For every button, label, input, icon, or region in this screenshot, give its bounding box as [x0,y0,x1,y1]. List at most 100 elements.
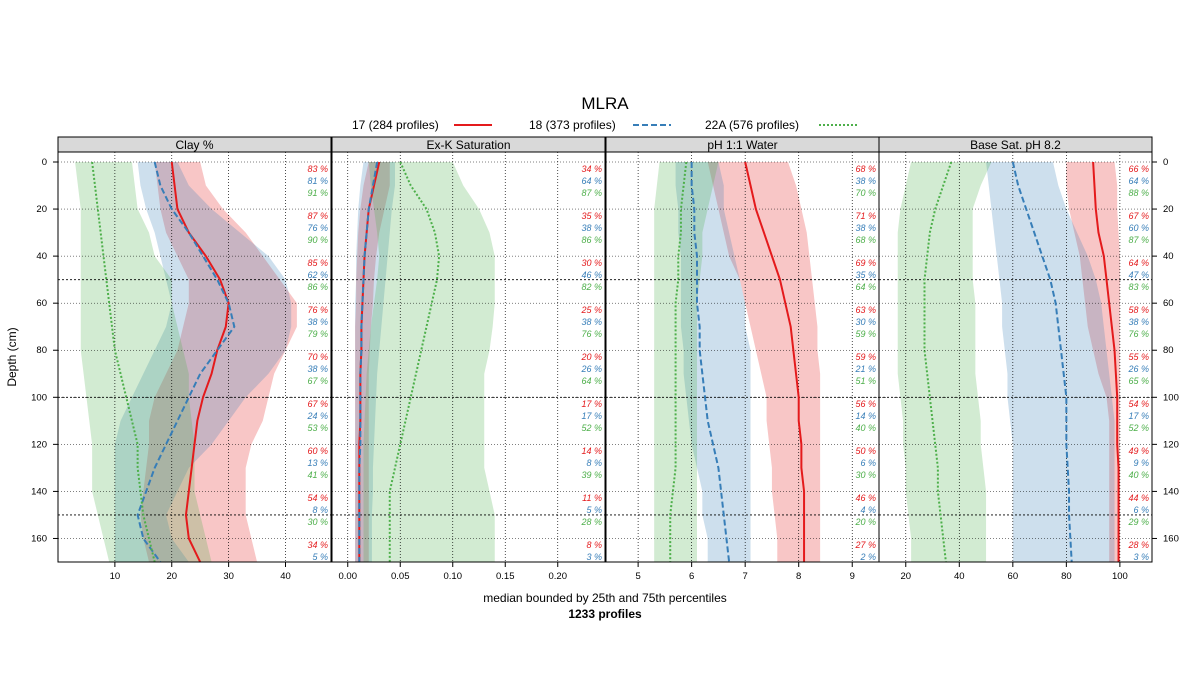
panel-title: Ex-K Saturation [426,138,510,152]
pct-label-17: 70 % [307,352,328,362]
y-tick-label-left: 60 [36,298,47,309]
pct-label-18: 35 % [855,270,876,280]
pct-label-17: 58 % [1128,305,1149,315]
legend-label-17: 17 (284 profiles) [352,118,439,132]
iqr-band-22A [363,162,495,562]
pct-label-17: 55 % [1128,352,1149,362]
iqr-band-17 [1066,162,1120,562]
y-tick-label-right: 60 [1163,298,1174,309]
legend-label-22A: 22A (576 profiles) [705,118,799,132]
panel-frame [878,151,1153,563]
pct-label-22A: 28 % [580,517,602,527]
pct-label-18: 64 % [581,176,602,186]
pct-label-22A: 59 % [855,329,876,339]
pct-label-18: 47 % [1128,270,1149,280]
iqr-band-22A [75,162,212,562]
pct-label-22A: 41 % [307,470,328,480]
pct-label-22A: 90 % [307,235,328,245]
pct-label-18: 62 % [307,270,328,280]
y-tick-label-right: 140 [1163,486,1179,497]
pct-label-18: 8 % [312,505,328,515]
y-tick-label-right: 20 [1163,204,1174,215]
pct-label-18: 17 % [1128,411,1149,421]
pct-label-22A: 29 % [1127,517,1149,527]
pct-label-17: 59 % [855,352,876,362]
pct-label-18: 8 % [586,458,602,468]
pct-label-18: 5 % [312,552,328,562]
pct-label-22A: 88 % [1128,188,1149,198]
panel-plot-area [606,152,879,562]
pct-label-18: 38 % [855,176,876,186]
pct-label-22A: 64 % [855,282,876,292]
pct-label-17: 54 % [1128,399,1149,409]
pct-label-17: 71 % [855,211,876,221]
pct-label-18: 14 % [855,411,876,421]
pct-label-22A: 65 % [1128,376,1149,386]
pct-label-18: 26 % [1127,364,1149,374]
y-tick-label-right: 120 [1163,439,1179,450]
y-tick-label-left: 20 [36,204,47,215]
pct-label-17: 34 % [307,540,328,550]
x-tick-label: 40 [954,571,965,582]
pct-label-18: 6 % [860,458,876,468]
x-tick-label: 7 [743,571,748,582]
pct-label-17: 8 % [586,540,602,550]
iqr-band-22A [897,162,992,562]
y-tick-label-right: 100 [1163,392,1179,403]
legend-label-18: 18 (373 profiles) [529,118,616,132]
pct-label-18: 30 % [855,317,876,327]
pct-label-18: 26 % [580,364,602,374]
median-line-18 [136,161,236,562]
pct-label-22A: 30 % [307,517,328,527]
y-tick-label-right: 80 [1163,345,1174,356]
median-line-18 [358,161,379,562]
pct-label-22A: 83 % [1128,282,1149,292]
pct-label-17: 27 % [854,540,876,550]
pct-label-18: 76 % [307,223,328,233]
y-tick-label-left: 120 [31,439,47,450]
pct-label-22A: 67 % [307,376,328,386]
pct-label-22A: 30 % [855,470,876,480]
pct-label-18: 38 % [307,317,328,327]
pct-label-18: 17 % [581,411,602,421]
x-tick-label: 20 [166,571,177,582]
pct-label-17: 64 % [1128,258,1149,268]
median-line-22A [669,161,688,562]
pct-label-17: 44 % [1128,493,1149,503]
pct-label-22A: 40 % [855,423,876,433]
y-tick-label-left: 40 [36,251,47,262]
pct-label-18: 24 % [306,411,328,421]
pct-label-18: 13 % [307,458,328,468]
x-tick-label: 0.00 [339,571,358,582]
pct-label-17: 46 % [855,493,876,503]
y-tick-label-left: 0 [42,157,47,168]
panel-3: Base Sat. pH 8.2 66 % 64 % 88 % 67 % 60 % 87 %… [878,136,1153,582]
x-tick-label: 5 [635,571,640,582]
x-tick-label: 0.20 [549,571,568,582]
pct-label-22A: 39 % [581,470,602,480]
pct-label-17: 17 % [581,399,602,409]
pct-label-17: 85 % [307,258,328,268]
pct-label-18: 38 % [1128,317,1149,327]
panel-frame [57,151,332,563]
iqr-band-18 [986,162,1115,562]
pct-label-18: 38 % [581,317,602,327]
pct-label-17: 60 % [307,446,328,456]
pct-label-18: 21 % [854,364,876,374]
pct-label-22A: 91 % [307,188,328,198]
median-line-17 [744,161,806,562]
pct-label-18: 38 % [855,223,876,233]
pct-label-17: 67 % [307,399,328,409]
median-line-22A [91,161,156,562]
pct-label-17: 28 % [1127,540,1149,550]
chart-title: MLRA [581,94,629,113]
panel-plot-area [58,152,331,562]
panel-plot-area [879,152,1152,562]
pct-label-22A: 87 % [581,188,602,198]
pct-label-17: 66 % [1128,164,1149,174]
panel-plot-area [332,152,605,562]
x-tick-label: 0.05 [391,571,410,582]
pct-label-22A: 76 % [1128,329,1149,339]
pct-label-17: 56 % [855,399,876,409]
y-tick-label-left: 80 [36,345,47,356]
